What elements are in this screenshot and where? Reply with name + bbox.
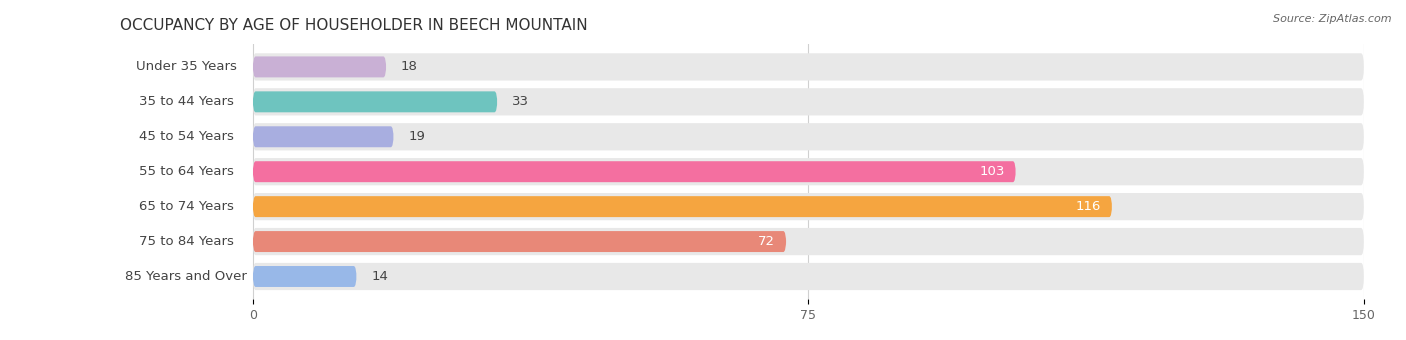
FancyBboxPatch shape [120, 193, 253, 220]
Text: Under 35 Years: Under 35 Years [136, 61, 236, 73]
Text: 19: 19 [408, 130, 425, 143]
Text: 55 to 64 Years: 55 to 64 Years [139, 165, 233, 178]
Text: 72: 72 [758, 235, 775, 248]
FancyBboxPatch shape [253, 53, 1364, 81]
FancyBboxPatch shape [253, 161, 1015, 182]
Text: 14: 14 [371, 270, 388, 283]
Text: 85 Years and Over: 85 Years and Over [125, 270, 247, 283]
FancyBboxPatch shape [253, 56, 387, 78]
Text: OCCUPANCY BY AGE OF HOUSEHOLDER IN BEECH MOUNTAIN: OCCUPANCY BY AGE OF HOUSEHOLDER IN BEECH… [120, 18, 588, 33]
FancyBboxPatch shape [253, 123, 1364, 150]
FancyBboxPatch shape [253, 158, 1364, 185]
Text: 116: 116 [1076, 200, 1101, 213]
Text: 103: 103 [979, 165, 1005, 178]
FancyBboxPatch shape [120, 88, 253, 116]
FancyBboxPatch shape [120, 263, 253, 290]
Text: 18: 18 [401, 61, 418, 73]
FancyBboxPatch shape [120, 158, 253, 185]
FancyBboxPatch shape [253, 193, 1364, 220]
FancyBboxPatch shape [253, 266, 357, 287]
FancyBboxPatch shape [253, 126, 394, 147]
Text: Source: ZipAtlas.com: Source: ZipAtlas.com [1274, 14, 1392, 23]
FancyBboxPatch shape [253, 263, 1364, 290]
FancyBboxPatch shape [253, 228, 1364, 255]
FancyBboxPatch shape [120, 228, 253, 255]
FancyBboxPatch shape [253, 88, 1364, 116]
FancyBboxPatch shape [253, 196, 1112, 217]
FancyBboxPatch shape [253, 91, 498, 112]
Text: 33: 33 [512, 95, 529, 108]
FancyBboxPatch shape [253, 231, 786, 252]
Text: 45 to 54 Years: 45 to 54 Years [139, 130, 233, 143]
Text: 75 to 84 Years: 75 to 84 Years [139, 235, 233, 248]
Text: 35 to 44 Years: 35 to 44 Years [139, 95, 233, 108]
FancyBboxPatch shape [120, 53, 253, 81]
FancyBboxPatch shape [120, 123, 253, 150]
Text: 65 to 74 Years: 65 to 74 Years [139, 200, 233, 213]
